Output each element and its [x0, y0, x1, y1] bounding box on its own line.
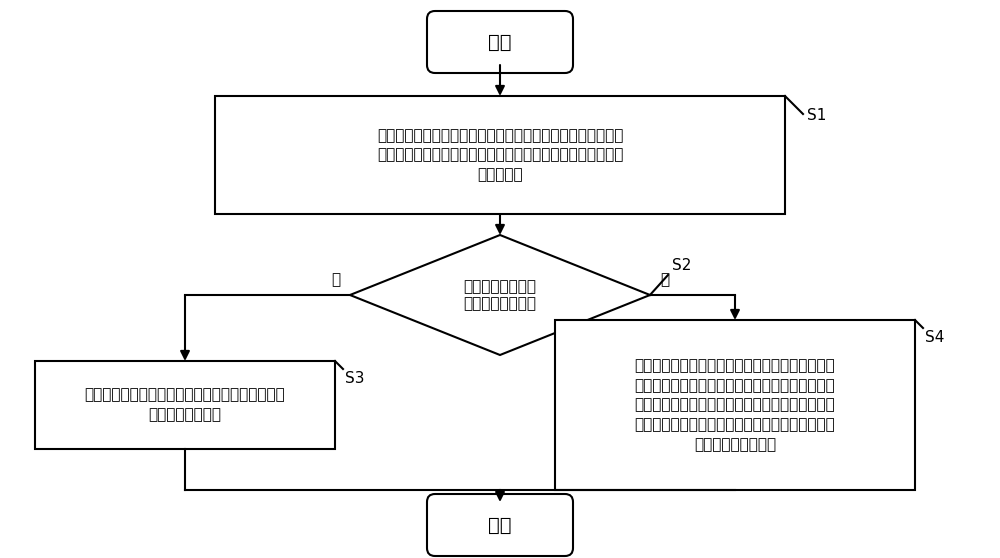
Bar — [215, 96, 785, 214]
Text: 开始: 开始 — [488, 32, 512, 51]
Text: S4: S4 — [925, 330, 944, 345]
Text: 否: 否 — [660, 272, 669, 287]
Text: S2: S2 — [672, 257, 691, 272]
FancyBboxPatch shape — [427, 494, 573, 556]
Bar — [35, 361, 335, 449]
Text: 疑似故障元件是否
遭受量测篡改攻击: 疑似故障元件是否 遭受量测篡改攻击 — [464, 279, 536, 311]
FancyBboxPatch shape — [427, 11, 573, 73]
Text: 针对每个未遭受量测篡改攻击的疑似故障元件，采
用小波包分析提取遥测量的小波包分解值作为故障
特征，建立基于记忆脉冲神经膜系统的故障诊断模
型，并通过故障推理算法: 针对每个未遭受量测篡改攻击的疑似故障元件，采 用小波包分析提取遥测量的小波包分解… — [635, 358, 835, 452]
Text: 是: 是 — [331, 272, 340, 287]
Text: 当目标电网有继电保护装置动作时，采用结线分析法确定目标
电网的疑似故障区域，并将疑似故障区域中的所有元件作为疑
似故障元件: 当目标电网有继电保护装置动作时，采用结线分析法确定目标 电网的疑似故障区域，并将… — [377, 128, 623, 182]
Text: S3: S3 — [345, 371, 364, 386]
Text: S1: S1 — [807, 108, 826, 123]
Bar — [555, 320, 915, 490]
Text: 判定此时的继电保护装置动作为量测篡改攻击遥测
量引起的虚假动作: 判定此时的继电保护装置动作为量测篡改攻击遥测 量引起的虚假动作 — [85, 388, 285, 422]
Polygon shape — [350, 235, 650, 355]
Text: 结束: 结束 — [488, 516, 512, 535]
